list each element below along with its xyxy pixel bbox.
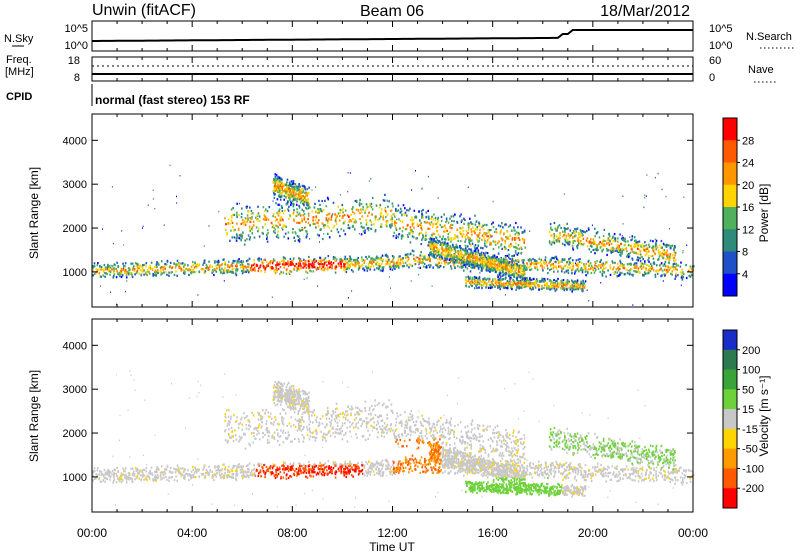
colorbar-tick-label: 8 [742,247,748,259]
noise-right-tick-top: 10^5 [709,23,733,35]
colorbar-tick-label: 24 [742,158,754,170]
colorbar-swatch [723,448,737,469]
colorbar-tick-label: 100 [742,365,760,377]
colorbar-swatch [723,369,737,390]
station-title: Unwin (fitACF) [92,2,196,19]
x-tick-label: 16:00 [478,526,508,540]
colorbar-swatch [723,184,737,208]
colorbar-swatch [723,468,737,489]
x-tick-label: 00:00 [678,526,708,540]
power-colorbar-label: Power [dB] [757,184,771,243]
colorbar-tick-label: 28 [742,135,754,147]
y-tick-label: 1000 [63,267,87,279]
colorbar-swatch [723,409,737,430]
noise-right-tick-bottom: 10^0 [709,40,733,52]
y-tick-label: 1000 [63,472,87,484]
y-tick-label: 3000 [63,384,87,396]
freq-left-tick-top: 18 [68,55,80,67]
colorbar-swatch [723,428,737,450]
x-tick-label: 08:00 [277,526,307,540]
power-ylabel: Slant Range [km] [27,167,41,259]
x-tick-label: 20:00 [578,526,608,540]
date-title: 18/Mar/2012 [600,3,690,20]
y-tick-label: 4000 [63,340,87,352]
colorbar-tick-label: 12 [742,224,754,236]
nave-right-tick-bottom: 0 [709,72,715,84]
colorbar-tick-label: 16 [742,202,754,214]
velocity-colorbar: 200 100 50 15 -15 -50 -100 -200 [722,329,764,509]
colorbar-tick-label: 4 [742,269,748,281]
noise-panel: N.Sky 10^5 10^0 10^5 10^0 N.Search [4,20,795,52]
colorbar-swatch [723,207,737,230]
velocity-heatmap [92,370,695,508]
cpid-text: normal (fast stereo) 153 RF [95,93,250,107]
noise-left-tick-top: 10^5 [64,23,88,35]
freq-label-2: [MHz] [5,66,34,78]
colorbar-swatch [723,349,737,371]
colorbar-swatch [723,229,737,252]
power-panel: 1000 2000 3000 4000 Slant Range [km] 28 24 20… [27,113,771,308]
noise-trace [92,29,693,42]
colorbar-tick-label: -200 [742,483,764,495]
beam-title: Beam 06 [360,3,424,20]
cpid-row: CPID normal (fast stereo) 153 RF [6,84,250,107]
nave-right-tick-top: 60 [709,55,721,67]
noise-right-label: N.Search [746,31,792,43]
noise-left-label: N.Sky [4,33,34,45]
x-tick-label: 00:00 [77,526,107,540]
colorbar-tick-label: 15 [742,404,754,416]
colorbar-swatch [723,251,737,275]
freq-panel: Freq. [MHz] 18 8 60 0 Nave [5,54,776,84]
power-heatmap [92,164,695,306]
y-tick-label: 3000 [63,179,87,191]
freq-label-1: Freq. [6,54,32,66]
nave-label: Nave [748,64,774,76]
y-tick-label: 2000 [63,428,87,440]
colorbar-tick-label: 20 [742,180,754,192]
colorbar-swatch [723,273,737,297]
y-tick-label: 2000 [63,223,87,235]
noise-left-tick-bottom: 10^0 [64,40,88,52]
colorbar-tick-label: -100 [742,463,764,475]
x-tick-label: 12:00 [377,526,407,540]
colorbar-swatch [723,140,737,163]
colorbar-tick-label: 200 [742,345,760,357]
time-axis-label: Time UT [369,540,415,554]
power-colorbar: 28 24 20 16 12 8 4 [722,117,754,297]
velocity-panel: 1000 2000 3000 4000 Slant Range [km] 200 100… [27,318,771,554]
colorbar-tick-label: -15 [742,424,758,436]
freq-left-tick-bottom: 8 [74,72,80,84]
y-tick-label: 4000 [63,135,87,147]
cpid-label: CPID [6,91,32,103]
colorbar-swatch [723,488,737,509]
velocity-ylabel: Slant Range [km] [27,370,41,462]
colorbar-swatch [723,330,737,351]
colorbar-swatch [723,162,737,186]
colorbar-tick-label: -50 [742,444,758,456]
velocity-colorbar-label: Velocity [m s⁻¹] [757,375,771,456]
x-tick-label: 04:00 [177,526,207,540]
colorbar-swatch [723,118,737,141]
colorbar-swatch [723,389,737,410]
colorbar-tick-label: 50 [742,384,754,396]
